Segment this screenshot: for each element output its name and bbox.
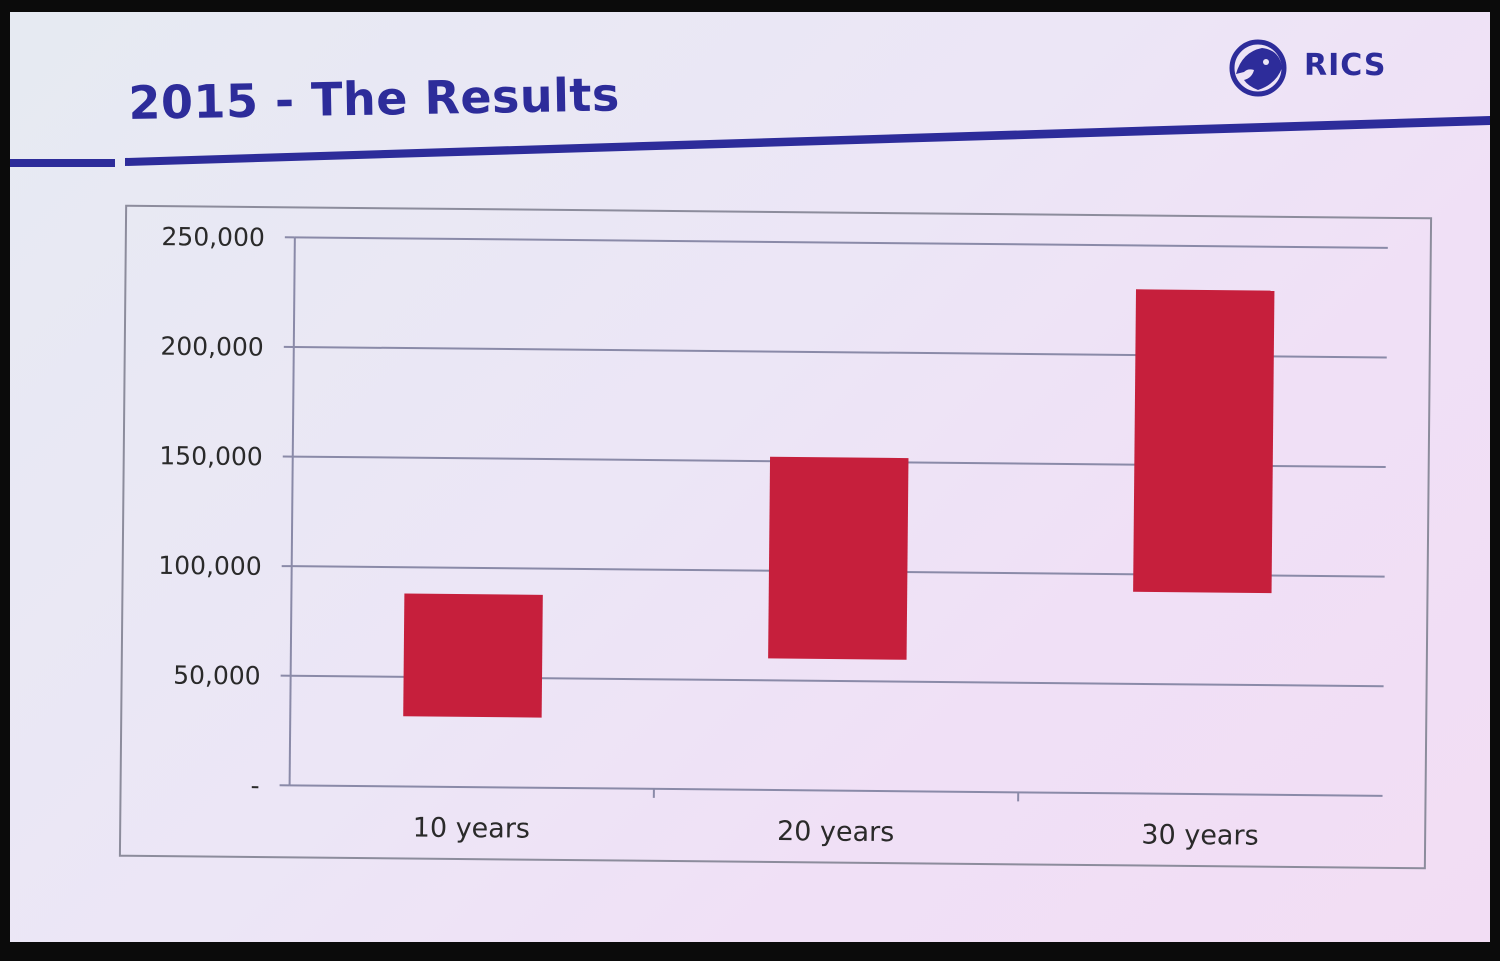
x-tick-label: 10 years [413,813,531,845]
logo-text: RICS [1304,48,1387,83]
y-axis [288,237,296,786]
gridline [294,236,1388,249]
rics-logo: RICS [1222,34,1422,98]
bar-20-years [768,456,909,660]
y-tick-label: - [250,771,259,800]
x-tick-label: 20 years [777,816,895,848]
bar-10-years [403,593,543,718]
x-tick-label: 30 years [1141,820,1259,852]
lion-head-icon [1229,39,1287,97]
y-tick-label: 150,000 [159,441,263,471]
y-tick-label: 200,000 [160,332,264,362]
bar-30-years [1133,289,1275,594]
x-axis [289,784,1383,797]
y-tick-label: 50,000 [173,661,261,691]
slide: 2015 - The Results RICS -50,000 100,000 15… [10,12,1490,942]
y-tick-label: 100,000 [158,551,262,581]
chart-frame [118,204,1433,870]
title-rule [10,116,1490,167]
chart: - 50,000 100,000 150,000 200,000 250,000 10 y… [118,204,1433,870]
y-tick-label: 250,000 [161,222,265,252]
